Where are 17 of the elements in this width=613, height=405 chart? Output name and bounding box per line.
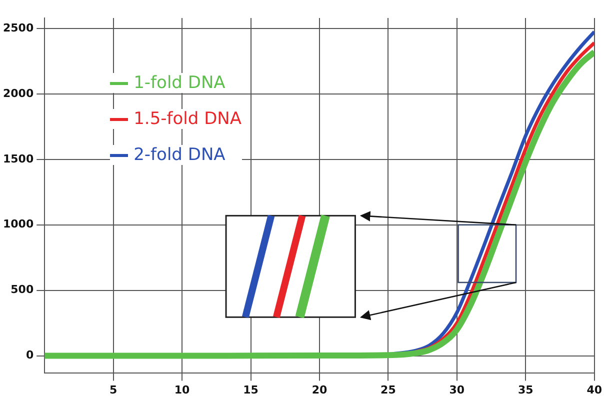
x-tick-label: 15 <box>243 383 258 396</box>
y-tick-label: 0 <box>26 348 34 362</box>
x-tick-label: 40 <box>586 383 602 396</box>
legend-label: 1-fold DNA <box>134 73 226 93</box>
y-tick-label: 2000 <box>2 86 34 100</box>
x-tick-label: 35 <box>518 383 534 396</box>
y-tick-label: 2500 <box>2 21 34 34</box>
legend-label: 2-fold DNA <box>134 145 226 165</box>
y-tick-label: 500 <box>10 283 34 296</box>
x-tick-label: 20 <box>312 383 328 396</box>
x-tick-label: 5 <box>110 383 118 396</box>
y-tick-label: 1500 <box>2 152 34 166</box>
x-tick-label: 30 <box>449 383 465 396</box>
y-tick-label: 1000 <box>2 218 34 231</box>
x-tick-label: 10 <box>174 383 190 396</box>
legend-label: 1.5-fold DNA <box>134 109 242 129</box>
x-tick-label: 25 <box>380 383 396 396</box>
